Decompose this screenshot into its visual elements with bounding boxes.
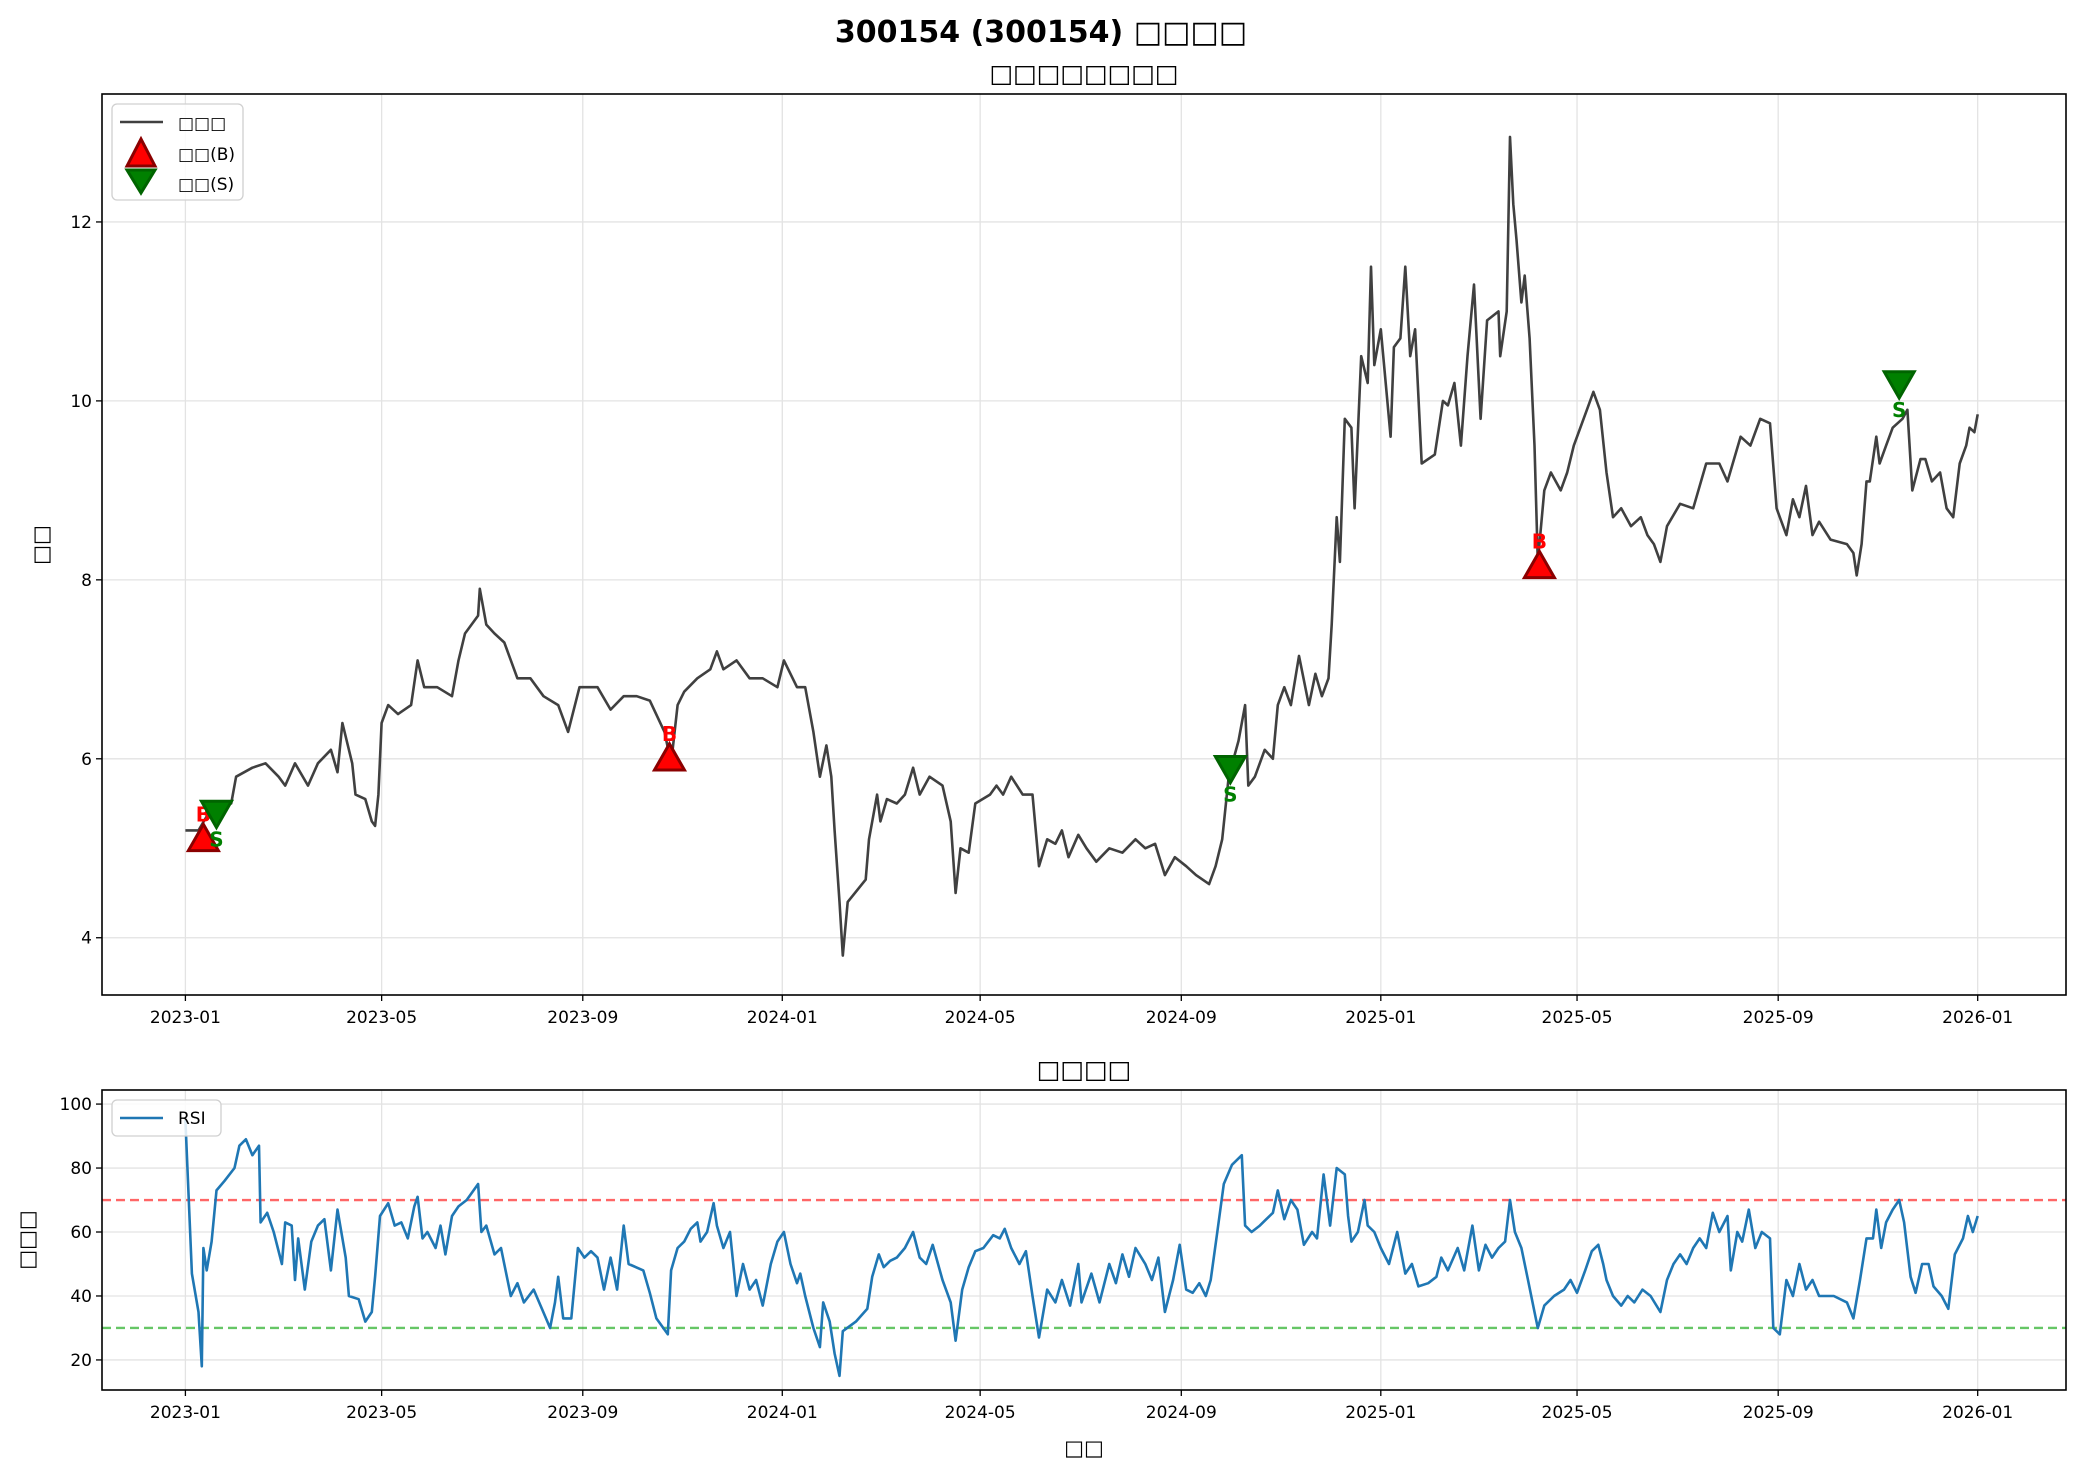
y-tick-label: 10 — [70, 392, 92, 412]
y-tick-label: 80 — [70, 1159, 92, 1179]
sell-signal-marker — [1212, 754, 1248, 786]
legend-buy-triangle-icon — [124, 135, 158, 168]
y-tick-label: 6 — [81, 750, 92, 770]
buy-signal-marker — [185, 821, 221, 853]
x-tick-label: 2023-05 — [346, 1403, 417, 1423]
y-tick-label: 8 — [81, 571, 92, 591]
x-tick-label: 2025-09 — [1743, 1403, 1814, 1423]
y-tick-label: 100 — [60, 1095, 92, 1115]
legend-label-sell: □□(S) — [178, 175, 234, 195]
x-tick-label: 2024-01 — [747, 1008, 818, 1028]
x-tick-label: 2025-05 — [1542, 1403, 1613, 1423]
rsi-y-label: □□□ — [15, 1210, 39, 1270]
legend-label-price: □□□ — [178, 114, 226, 134]
sell-signal-label: S — [209, 827, 223, 851]
rsi-x-label: □□ — [1064, 1436, 1104, 1460]
x-tick-label: 2025-01 — [1345, 1403, 1416, 1423]
x-tick-label: 2023-09 — [547, 1008, 618, 1028]
x-tick-label: 2024-09 — [1146, 1403, 1217, 1423]
x-tick-label: 2025-01 — [1345, 1008, 1416, 1028]
sell-signal-marker — [1881, 370, 1917, 402]
legend-label-rsi: RSI — [178, 1109, 206, 1129]
price-legend: □□□ □□(B) □□(S) — [111, 103, 244, 201]
price-plot-frame — [101, 93, 2067, 996]
x-tick-label: 2024-05 — [945, 1008, 1016, 1028]
y-tick-label: 20 — [70, 1351, 92, 1371]
x-tick-label: 2025-05 — [1542, 1008, 1613, 1028]
price-chart: 2023-01 2023-05 2023-09 2024-01 2024-05 2024-… — [70, 93, 2067, 1028]
y-tick-label: 4 — [81, 929, 92, 949]
buy-signal-marker — [651, 740, 688, 772]
price-line — [185, 135, 1979, 957]
legend-label-buy: □□(B) — [178, 145, 235, 165]
x-tick-label: 2023-09 — [547, 1403, 618, 1423]
x-tick-label: 2025-09 — [1743, 1008, 1814, 1028]
rsi-legend: RSI — [111, 1099, 222, 1137]
sell-signal-marker — [198, 799, 235, 831]
rsi-plot-frame — [101, 1089, 2067, 1391]
rsi-chart: 2023-01 2023-05 2023-09 2024-01 2024-05 2024-… — [60, 1089, 2067, 1423]
x-tick-label: 2024-05 — [945, 1403, 1016, 1423]
x-tick-label: 2023-01 — [150, 1403, 221, 1423]
x-tick-label: 2026-01 — [1942, 1008, 2013, 1028]
buy-signal-label: B — [662, 722, 677, 746]
x-tick-label: 2023-05 — [346, 1008, 417, 1028]
buy-signal-marker — [1521, 548, 1558, 580]
figure-title: 300154 (300154) □□□□ — [835, 15, 1247, 50]
legend-sell-triangle-icon — [124, 168, 158, 196]
x-tick-label: 2024-09 — [1146, 1008, 1217, 1028]
rsi-chart-title: □□□□ — [1037, 1055, 1131, 1084]
buy-signal-label: B — [1532, 529, 1547, 553]
x-tick-label: 2026-01 — [1942, 1403, 2013, 1423]
legend-frame — [111, 1099, 222, 1137]
sell-signal-label: S — [1223, 783, 1237, 807]
y-tick-label: 60 — [70, 1223, 92, 1243]
price-chart-title: □□□□□□□□ — [990, 59, 1179, 88]
sell-signal-label: S — [1892, 398, 1906, 422]
rsi-line — [184, 1120, 1979, 1378]
y-tick-label: 12 — [70, 213, 92, 233]
price-y-label: □□ — [29, 525, 53, 565]
x-tick-label: 2023-01 — [150, 1008, 221, 1028]
y-tick-label: 40 — [70, 1287, 92, 1307]
x-tick-label: 2024-01 — [747, 1403, 818, 1423]
